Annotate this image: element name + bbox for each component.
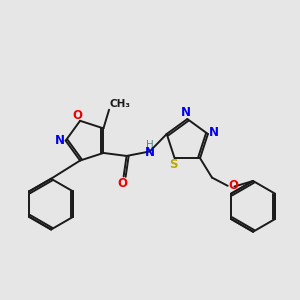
Text: N: N — [55, 134, 65, 147]
Text: N: N — [181, 106, 191, 119]
Text: O: O — [118, 177, 128, 190]
Text: N: N — [209, 126, 219, 139]
Text: O: O — [229, 178, 238, 192]
Text: H: H — [146, 140, 154, 150]
Text: N: N — [145, 146, 155, 159]
Text: O: O — [73, 110, 83, 122]
Text: S: S — [169, 158, 177, 171]
Text: CH₃: CH₃ — [110, 99, 130, 109]
